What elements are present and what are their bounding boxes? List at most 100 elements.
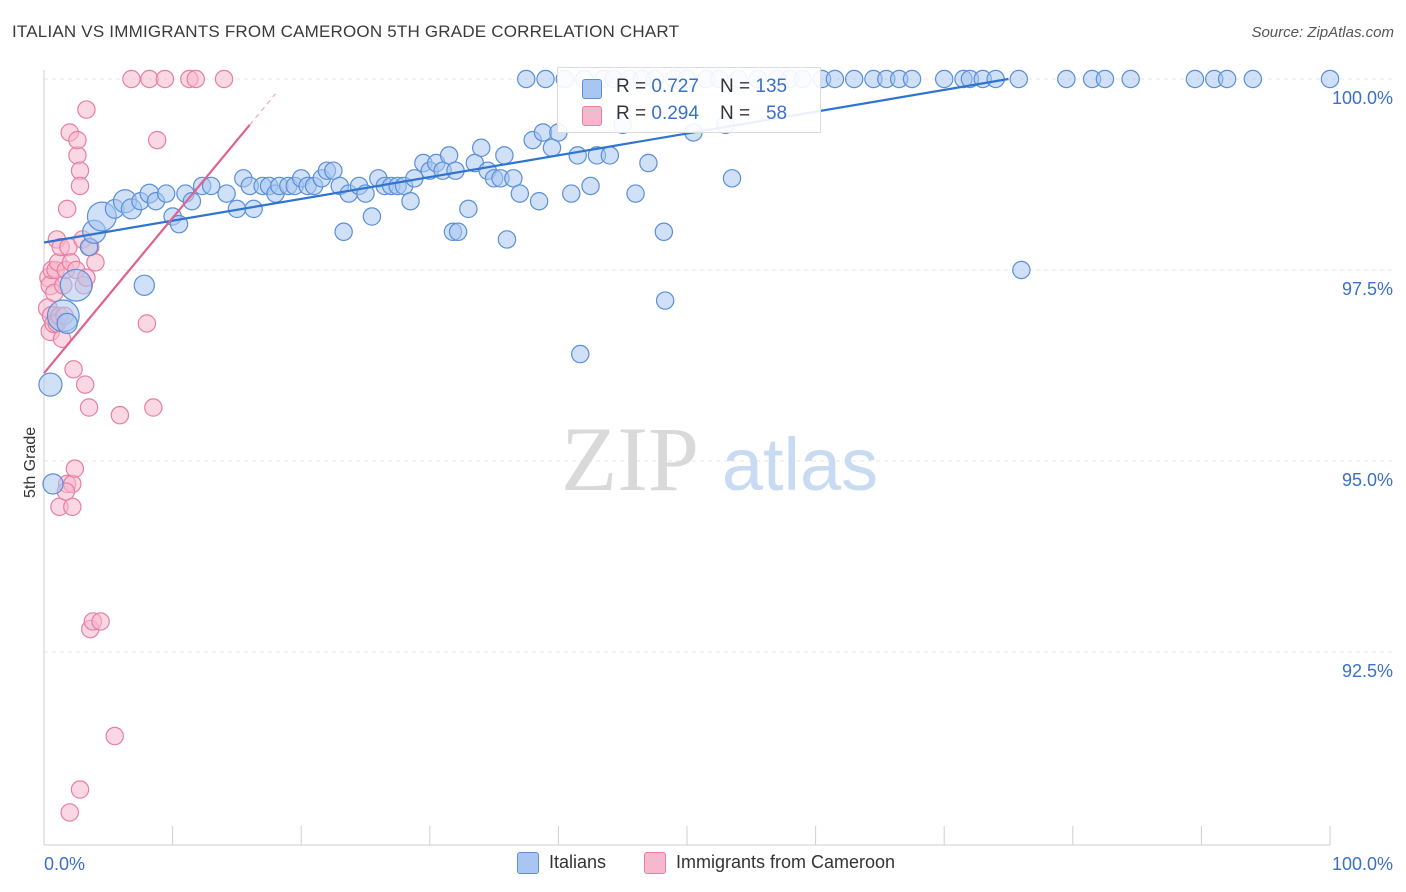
n-label: N = xyxy=(720,76,756,97)
italians-point xyxy=(533,123,553,142)
italians-point xyxy=(902,69,922,89)
legend-item-italians[interactable]: Italians xyxy=(517,852,607,875)
italians-point xyxy=(1320,69,1340,89)
y-tick-label: 100.0% xyxy=(1332,88,1393,108)
italians-point xyxy=(324,161,343,180)
italians-point xyxy=(1009,69,1029,89)
italians-point xyxy=(568,146,587,165)
legend-item-cameroon[interactable]: Immigrants from Cameroon xyxy=(644,852,896,875)
italians-point xyxy=(562,184,581,203)
italians-point xyxy=(362,207,382,226)
italians-point xyxy=(439,146,459,165)
r-label: R = xyxy=(616,76,652,97)
cameroon-point xyxy=(91,612,110,631)
italians-point xyxy=(1057,69,1076,89)
cameroon-point xyxy=(137,314,157,333)
italians-point xyxy=(182,192,202,211)
cameroon-point xyxy=(57,199,77,219)
cameroon-point xyxy=(214,69,234,89)
grid-lines xyxy=(44,78,1395,653)
legend-label-italians: Italians xyxy=(549,852,607,872)
italians-point xyxy=(459,199,478,219)
italians-point xyxy=(1012,260,1031,280)
italians-point xyxy=(571,344,590,364)
y-tick-label: 95.0% xyxy=(1342,470,1393,490)
cameroon-trend-line xyxy=(43,124,251,374)
italians-point xyxy=(56,312,78,335)
legend-label-cameroon: Immigrants from Cameroon xyxy=(676,852,896,872)
italians-point xyxy=(38,372,63,397)
cameroon-point xyxy=(65,459,85,478)
axes xyxy=(43,70,1331,846)
italians-point xyxy=(825,69,845,89)
italians-point xyxy=(1121,69,1140,89)
cameroon-point xyxy=(110,405,130,425)
tick-labels: 92.5% 95.0% 97.5% 100.0% 0.0% 100.0% xyxy=(44,88,1393,874)
n-label: N = xyxy=(720,103,756,124)
correlation-legend: R = 0.727 N = 135 R = 0.294 N = 58 xyxy=(557,67,821,133)
cameroon-point xyxy=(77,100,96,119)
watermark: ZIP atlas xyxy=(561,408,878,510)
italians-point xyxy=(59,268,93,302)
cameroon-point xyxy=(70,780,90,799)
x-tick-label: 0.0% xyxy=(44,854,85,874)
italians-trend-line xyxy=(43,77,1009,244)
italians-point xyxy=(1243,69,1263,89)
cameroon-point xyxy=(122,69,141,89)
italians-point xyxy=(517,69,536,89)
y-tick-label: 97.5% xyxy=(1342,279,1393,299)
y-axis-label: 5th Grade xyxy=(22,426,39,498)
cameroon-point xyxy=(147,130,167,150)
italians-point xyxy=(654,222,674,242)
italians-point xyxy=(655,291,675,310)
source-label: Source: ZipAtlas.com xyxy=(1251,24,1394,41)
italians-point xyxy=(626,184,645,203)
italians-point xyxy=(504,169,523,188)
r-label: R = xyxy=(616,103,652,124)
cameroon-trend-extension xyxy=(249,93,276,126)
r-value: 0.294 xyxy=(651,103,699,124)
legend-swatch-pink xyxy=(582,106,602,126)
italians-point xyxy=(844,69,864,89)
watermark-atlas: atlas xyxy=(722,423,878,506)
cameroon-point xyxy=(105,726,124,746)
cameroon-point xyxy=(70,176,90,196)
italians-point xyxy=(600,146,620,165)
y-tick-label: 92.5% xyxy=(1342,661,1393,681)
italians-point xyxy=(495,146,514,165)
legend-swatch-italians xyxy=(517,852,539,875)
cameroon-point xyxy=(144,398,163,417)
italians-point xyxy=(334,222,353,242)
trend-lines xyxy=(43,77,1009,374)
italians-point xyxy=(934,69,954,89)
italians-point xyxy=(133,274,155,296)
italians-point xyxy=(1217,69,1237,89)
cameroon-point xyxy=(75,375,95,394)
cameroon-point xyxy=(140,69,159,89)
italians-point xyxy=(986,69,1005,89)
italians-point xyxy=(581,176,600,196)
italians-point xyxy=(510,184,530,203)
italians-point xyxy=(1185,69,1205,89)
cameroon-point xyxy=(186,69,205,89)
cameroon-point xyxy=(79,398,99,417)
italians-point xyxy=(639,153,658,173)
chart-title: ITALIAN VS IMMIGRANTS FROM CAMEROON 5TH … xyxy=(12,22,680,41)
italians-point xyxy=(201,176,221,196)
italians-point xyxy=(722,169,742,188)
legend-swatch-cameroon xyxy=(644,852,666,875)
italians-point xyxy=(42,473,64,495)
italians-point xyxy=(1095,69,1115,89)
r-value: 0.727 xyxy=(651,76,699,97)
italians-point xyxy=(536,69,555,89)
italians-point xyxy=(217,184,236,203)
italians-point xyxy=(401,192,420,211)
n-value: 58 xyxy=(765,103,788,124)
n-value: 135 xyxy=(755,76,788,97)
italians-point xyxy=(448,222,468,242)
legend-swatch-blue xyxy=(582,79,602,99)
italians-point xyxy=(471,138,491,157)
cameroon-point xyxy=(86,253,105,272)
cameroon-point xyxy=(155,69,175,89)
